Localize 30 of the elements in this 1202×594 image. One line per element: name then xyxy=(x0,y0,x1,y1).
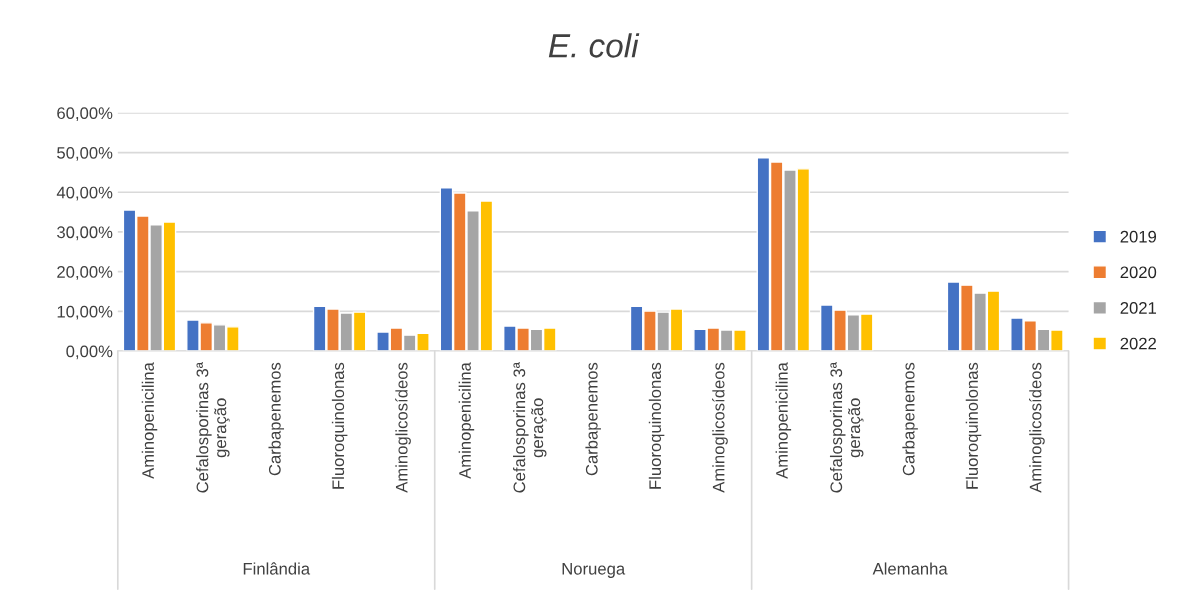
x-tick-label: Aminoglicosídeos xyxy=(1029,362,1045,493)
x-tick-label: Aminopenicilina xyxy=(458,362,475,479)
x-tick-label: Fluoroquinolonas xyxy=(331,362,348,489)
y-tick-label: 60,00% xyxy=(57,107,113,122)
x-tick-label: Cefalosporinas 3ª geração xyxy=(513,362,547,493)
text: Alemanha xyxy=(872,562,948,575)
legend-label: 2020 xyxy=(1120,266,1157,279)
legend-label: 2019 xyxy=(1120,230,1157,243)
x-tick-label: Fluoroquinolonas xyxy=(965,362,982,489)
x-tick-label: Carbapenemos xyxy=(902,362,918,476)
y-tick-label: 20,00% xyxy=(57,266,113,280)
x-tick-label: Cefalosporinas 3ª geração xyxy=(829,362,864,493)
chart-title: E. coli xyxy=(548,33,640,58)
x-tick-label: Carbapenemos xyxy=(585,362,601,476)
x-tick-label: Aminoglicosídeos xyxy=(395,362,411,493)
x-tick-label: Carbapenemos xyxy=(268,362,285,476)
x-tick-label: Fluoroquinolonas xyxy=(648,362,665,489)
x-tick-label: Aminopenicilina xyxy=(141,362,158,479)
y-tick-label: 50,00% xyxy=(57,146,113,161)
x-tick-label: Aminoglicosídeos xyxy=(712,362,728,493)
y-tick-label: 0,00% xyxy=(66,345,113,360)
text: Finlândia xyxy=(243,562,311,575)
x-tick-label: Aminopenicilina xyxy=(775,362,792,479)
legend-label: 2021 xyxy=(1120,302,1157,314)
y-tick-label: 30,00% xyxy=(57,226,113,241)
legend-label: 2022 xyxy=(1120,337,1156,350)
y-tick-label: 40,00% xyxy=(56,186,113,201)
x-tick-label: Cefalosporinas 3ª geração xyxy=(196,362,230,493)
text: Noruega xyxy=(562,563,626,578)
y-tick-label: 10,00% xyxy=(57,305,113,320)
